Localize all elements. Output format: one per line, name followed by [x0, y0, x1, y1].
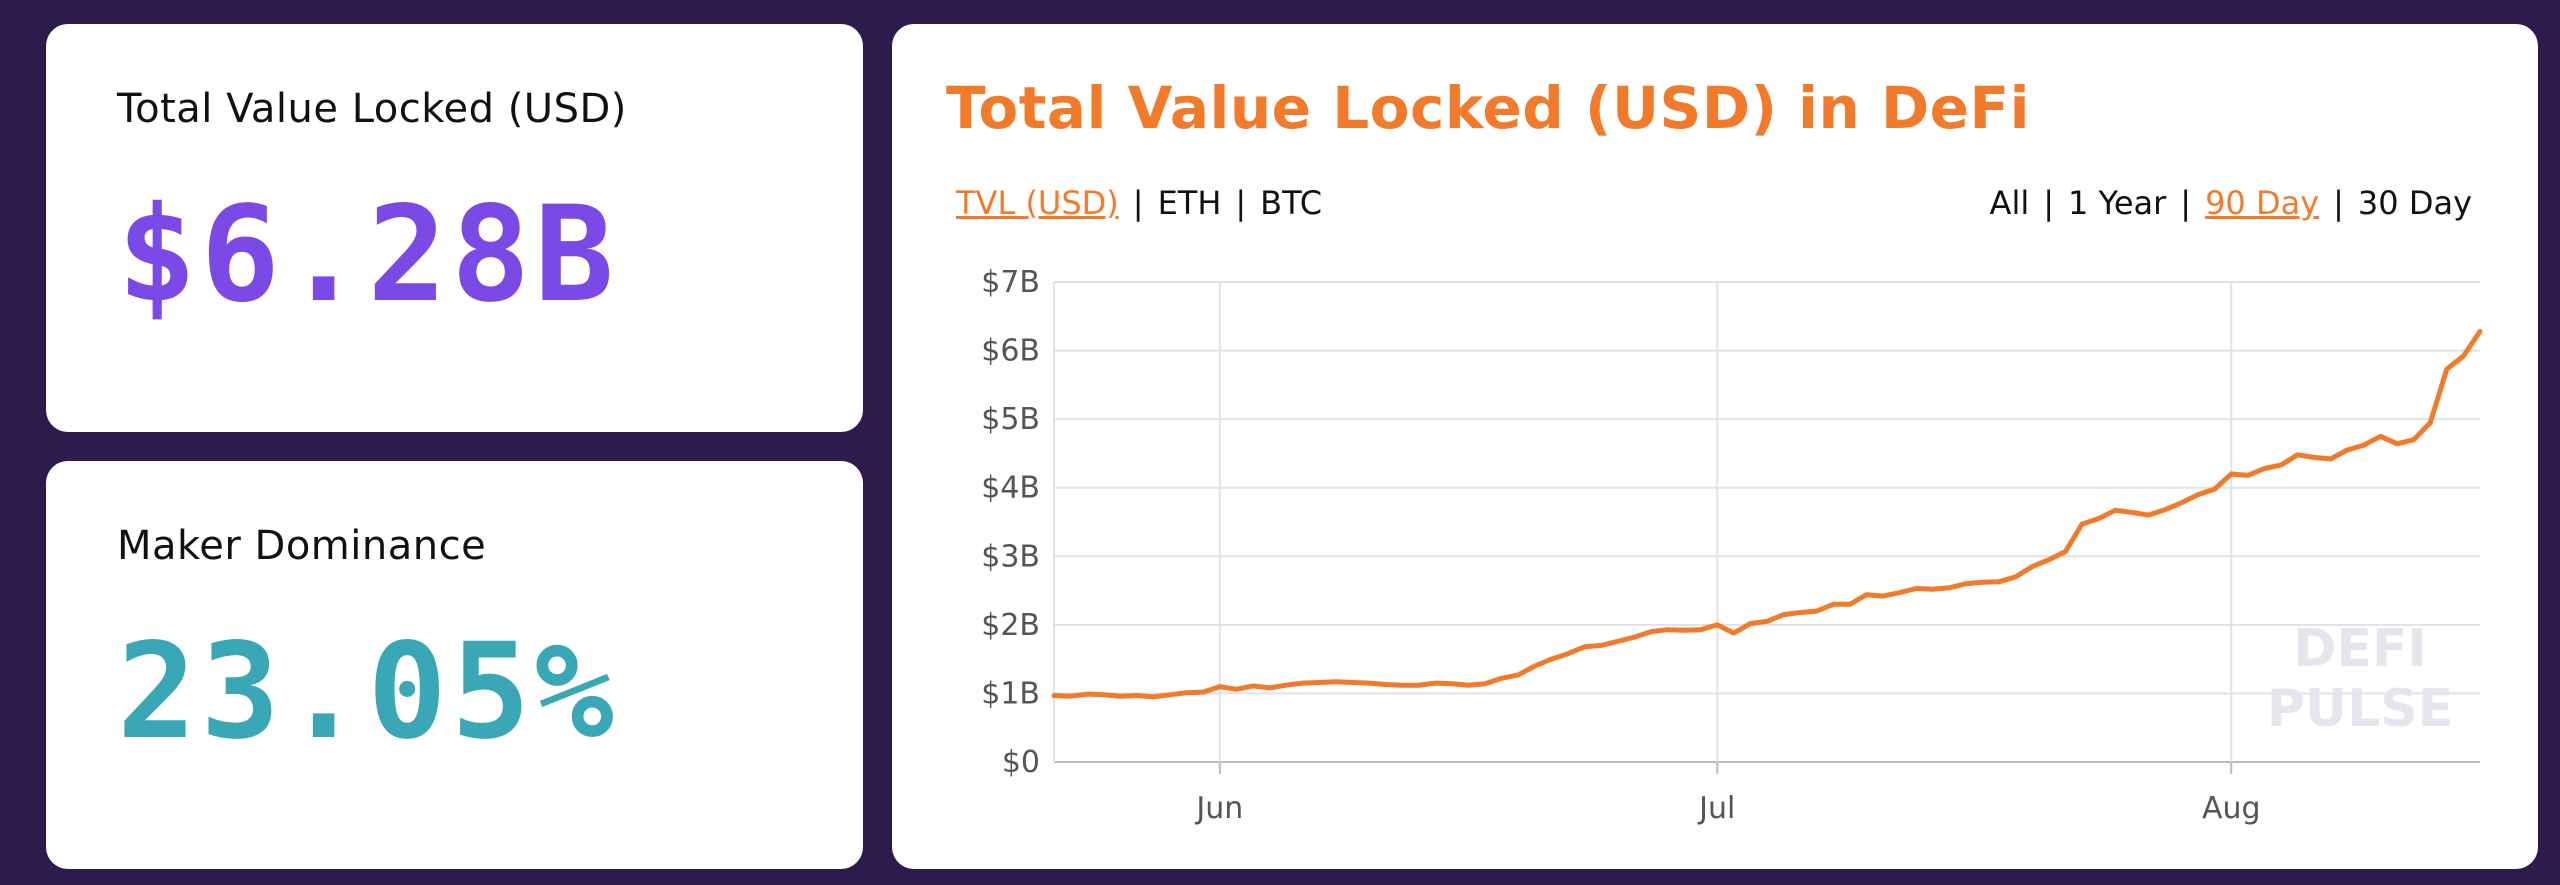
tvl-card: Total Value Locked (USD) $6.28B [46, 24, 863, 432]
y-tick-label: $7B [981, 265, 1040, 300]
range-90-day-link[interactable]: 90 Day [2205, 184, 2320, 222]
maker-dominance-label: Maker Dominance [117, 523, 487, 569]
range-toggle: All | 1 Year | 90 Day | 30 Day [1990, 184, 2472, 222]
separator: | [1235, 184, 1247, 222]
maker-dominance-value: 23.05% [117, 615, 618, 769]
chart-axes: $0 $1B $2B $3B $4B $5B $6B $7B Jun Jul Aug [981, 265, 2260, 826]
tvl-value: $6.28B [117, 178, 618, 332]
x-tick-label: Jun [1194, 791, 1243, 826]
range-all-link[interactable]: All [1989, 184, 2030, 222]
separator: | [1132, 184, 1144, 222]
range-1-year-link[interactable]: 1 Year [2068, 184, 2167, 222]
unit-toggle: TVL (USD) | ETH | BTC [956, 184, 1322, 222]
x-tick-label: Jul [1697, 791, 1735, 826]
tvl-series-line [1051, 328, 2483, 700]
chart-title: Total Value Locked (USD) in DeFi [946, 74, 2031, 142]
y-tick-label: $4B [981, 471, 1040, 506]
chart-series [1051, 328, 2483, 700]
y-tick-label: $5B [981, 402, 1040, 437]
chart-grid [1053, 281, 2480, 774]
y-tick-label: $3B [981, 539, 1040, 574]
unit-tvl-usd-link[interactable]: TVL (USD) [956, 184, 1119, 222]
separator: | [2333, 184, 2344, 222]
y-tick-label: $1B [981, 676, 1040, 711]
maker-dominance-card: Maker Dominance 23.05% [46, 461, 863, 869]
watermark-line-2: PULSE [2267, 679, 2453, 739]
unit-eth-link[interactable]: ETH [1157, 184, 1222, 222]
tvl-chart-card: Total Value Locked (USD) in DeFi TVL (US… [892, 24, 2538, 869]
watermark-line-1: DEFI [2293, 619, 2427, 679]
x-tick-label: Aug [2202, 791, 2261, 826]
tvl-label: Total Value Locked (USD) [117, 86, 627, 132]
y-tick-label: $2B [981, 608, 1040, 643]
separator: | [2180, 184, 2192, 222]
defi-pulse-watermark: DEFI PULSE [2267, 619, 2453, 739]
separator: | [2043, 184, 2054, 222]
unit-btc-link[interactable]: BTC [1260, 184, 1323, 222]
tvl-line-chart: $0 $1B $2B $3B $4B $5B $6B $7B Jun Jul Aug DEFI PU… [981, 265, 2483, 826]
range-30-day-link[interactable]: 30 Day [2357, 184, 2472, 222]
y-tick-label: $0 [1002, 745, 1040, 780]
y-tick-label: $6B [981, 334, 1040, 369]
